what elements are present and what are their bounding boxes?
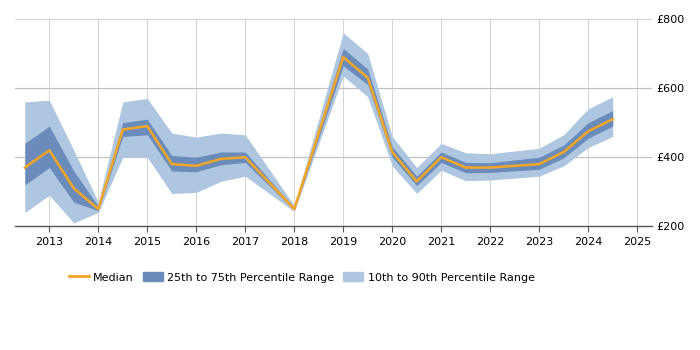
Legend: Median, 25th to 75th Percentile Range, 10th to 90th Percentile Range: Median, 25th to 75th Percentile Range, 1… xyxy=(64,268,539,287)
